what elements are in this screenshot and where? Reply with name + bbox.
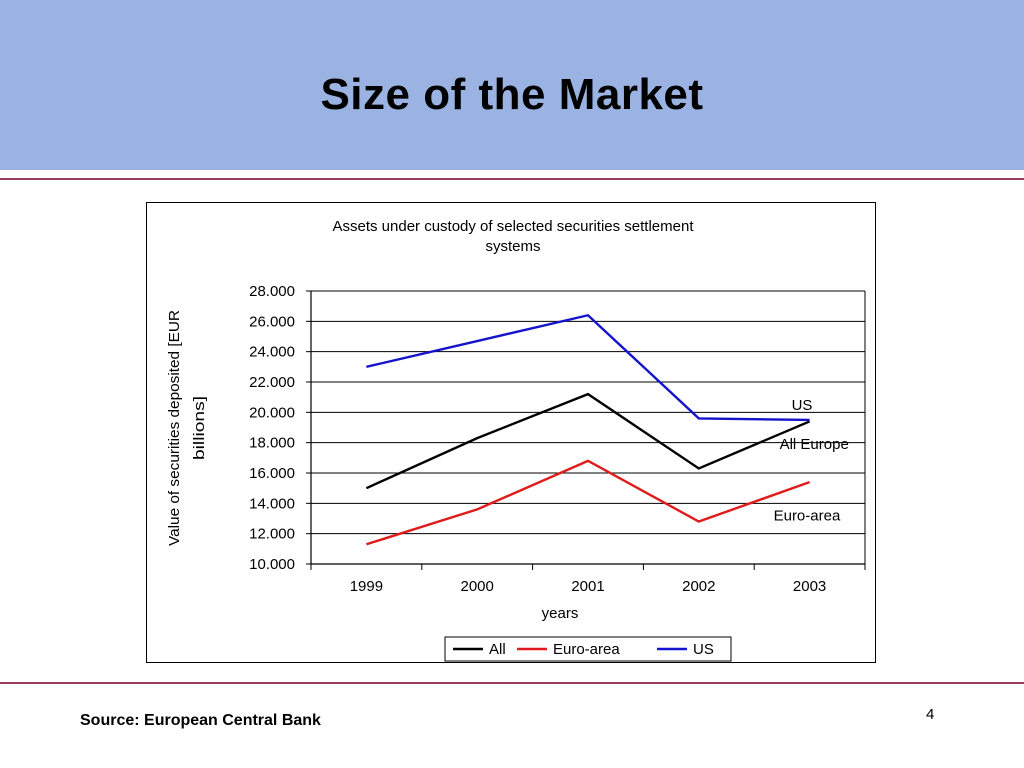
chart-frame: Assets under custody of selected securit… [146, 202, 876, 663]
series-line-euro-area [366, 459, 811, 546]
page-number: 4 [926, 706, 935, 723]
bottom-divider [0, 682, 1024, 684]
y-tick-label: 22.000 [249, 374, 295, 391]
y-tick-label: 20.000 [249, 404, 295, 421]
series-line-us [366, 313, 810, 422]
y-tick-label: 10.000 [249, 556, 295, 573]
annotation-label: Euro-area [774, 507, 841, 524]
source-note: Source: European Central Bank [80, 712, 321, 729]
chart-title-line: systems [485, 238, 540, 255]
series-line-all [365, 392, 811, 490]
x-tick-label: 2003 [793, 578, 826, 595]
legend-label: US [693, 641, 714, 658]
y-tick-label: 28.000 [249, 283, 295, 300]
x-tick-label: 2001 [571, 578, 604, 595]
line-chart: Assets under custody of selected securit… [166, 218, 866, 662]
y-axis-label-line: Value of securities deposited [EUR [166, 310, 183, 546]
y-tick-label: 18.000 [249, 435, 295, 452]
top-divider [0, 178, 1024, 180]
x-tick-label: 2002 [682, 578, 715, 595]
y-tick-label: 26.000 [249, 313, 295, 330]
x-axis-label: years [542, 605, 579, 622]
y-tick-label: 12.000 [249, 526, 295, 543]
annotation-label: All Europe [780, 436, 849, 453]
legend-label: All [489, 641, 506, 658]
header-band [0, 0, 1024, 170]
y-tick-label: 14.000 [249, 495, 295, 512]
x-tick-label: 2000 [461, 578, 494, 595]
legend-label: Euro-area [553, 641, 620, 658]
slide-title: Size of the Market [320, 70, 704, 119]
annotation-label: US [792, 397, 813, 414]
y-tick-label: 16.000 [249, 465, 295, 482]
chart-title-line: Assets under custody of selected securit… [332, 218, 694, 235]
y-axis-label-line: billions] [191, 396, 208, 460]
y-tick-label: 24.000 [249, 344, 295, 361]
x-tick-label: 1999 [350, 578, 383, 595]
